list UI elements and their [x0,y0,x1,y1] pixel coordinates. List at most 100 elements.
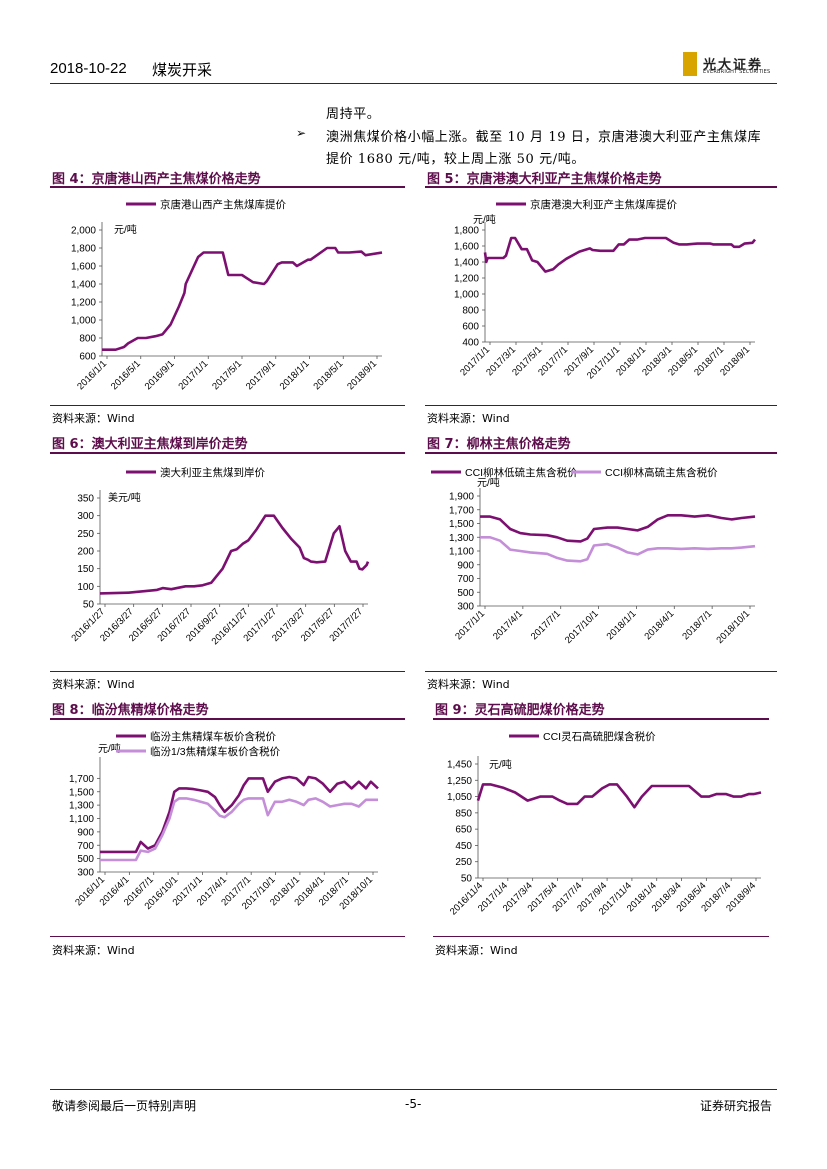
figure-4-bottom-rule [50,405,405,406]
figure-6-bottom-rule [50,671,405,672]
y-tick-label: 1,800 [454,226,479,237]
x-tick-label: 2017/10/1 [563,608,601,646]
chart-figure-4: 600 800 1,000 1,200 1,400 1,600 1,800 2,000 元/吨 2… [71,198,383,392]
chart-figure-7: 300 500 700 900 1,100 1,300 1,500 1,700 1,900元/吨… [431,466,756,646]
x-tick-label: 2018/9/1 [345,358,379,392]
y-tick-label: 200 [77,547,94,558]
y-tick-label: 1,200 [71,298,96,309]
figure-6-source: 资料来源：Wind [52,678,135,691]
figure-5-title: 图 5：京唐港澳大利亚产主焦煤价格走势 [427,172,662,187]
y-tick-label: 1,000 [454,290,479,301]
y-tick-label: 900 [457,560,474,571]
chart-figure-5: 4006008001,0001,2001,4001,6001,800元/吨201… [454,198,757,382]
x-tick-label: 2017/1/1 [453,608,487,642]
figure-8-bottom-rule [50,936,405,937]
header-divider [50,83,777,84]
y-tick-label: 1,300 [449,533,474,544]
y-unit-label: 元/吨 [489,758,512,771]
figure-8-source: 资料来源：Wind [52,944,135,957]
series-line [483,236,757,273]
y-unit-label: 元/吨 [114,223,137,236]
y-unit-label: 元/吨 [477,476,500,489]
figure-6-title: 图 6：澳大利亚主焦煤到岸价走势 [52,437,248,452]
header-sector: 煤炭开采 [152,61,213,79]
figure-9-title: 图 9：灵石高硫肥煤价格走势 [435,703,605,718]
text-line-3: 提价 1680 元/吨，较上周上涨 50 元/吨。 [326,152,585,167]
y-tick-label: 1,300 [69,801,94,812]
legend-label: 临汾1/3焦精煤车板价含税价 [150,745,281,758]
y-tick-label: 800 [79,334,96,345]
y-tick-label: 250 [455,857,472,868]
x-tick-label: 2018/1/1 [605,608,639,642]
series-line [476,783,762,809]
legend-label: 临汾主焦精煤车板价含税价 [150,730,276,743]
y-tick-label: 1,600 [71,262,96,273]
logo-mark-icon [683,52,697,76]
y-tick-label: 50 [461,874,473,885]
y-tick-label: 700 [457,574,474,585]
y-tick-label: 1,400 [71,280,96,291]
y-tick-label: 300 [457,602,474,613]
y-tick-label: 450 [455,841,472,852]
y-tick-label: 900 [77,827,94,838]
x-tick-label: 2017/1/1 [176,358,210,392]
figure-5-rule [425,186,777,188]
y-tick-label: 500 [457,588,474,599]
figure-9-source: 资料来源：Wind [435,944,518,957]
x-tick-label: 2018/4/1 [642,608,676,642]
y-tick-label: 1,450 [447,760,472,771]
series-line [100,775,379,854]
x-tick-label: 2016/9/1 [143,358,177,392]
y-tick-label: 700 [77,841,94,852]
figure-5-bottom-rule [425,405,777,406]
figure-7-rule [425,452,777,454]
chart-figure-9: 50 250 450 650 850 1,050 1,250 1,450 元/吨 2016/11/… [447,730,762,918]
x-tick-label: 2018/7/1 [680,608,714,642]
legend-label: 京唐港山西产主焦煤库提价 [160,198,286,211]
footer-report-type: 证券研究报告 [700,1099,773,1113]
x-tick-label: 2017/7/1 [529,608,563,642]
x-tick-label: 2016/1/1 [75,358,109,392]
y-tick-label: 350 [77,494,94,505]
figure-9-bottom-rule [433,936,769,937]
y-tick-label: 2,000 [71,226,96,237]
y-tick-label: 150 [77,564,94,575]
y-tick-label: 1,100 [449,547,474,558]
y-tick-label: 1,700 [69,774,94,785]
figure-7-bottom-rule [425,671,777,672]
figure-4-title: 图 4：京唐港山西产主焦煤价格走势 [52,172,261,187]
figure-5-source: 资料来源：Wind [427,412,510,425]
legend-label: CCI柳林低硫主焦含税价 [465,466,578,479]
x-tick-label: 2017/5/1 [210,358,244,392]
y-tick-label: 1,500 [449,519,474,530]
y-tick-label: 1,500 [69,787,94,798]
page-number: -5- [405,1097,422,1111]
y-tick-label: 300 [77,511,94,522]
text-line-2: 澳洲焦煤价格小幅上涨。截至 10 月 19 日，京唐港澳大利亚产主焦煤库 [326,130,762,145]
figure-8-rule [50,718,405,720]
figure-8-title: 图 8：临汾焦精煤价格走势 [52,703,209,718]
y-tick-label: 100 [77,582,94,593]
y-tick-label: 850 [455,808,472,819]
footer-divider [50,1089,777,1090]
y-unit-label: 元/吨 [98,742,121,755]
y-tick-label: 600 [462,322,479,333]
y-tick-label: 1,000 [71,316,96,327]
x-tick-label: 2017/4/1 [491,608,525,642]
bullet-arrow-icon: ➢ [296,126,307,140]
series-line [480,513,756,543]
footer-disclaimer: 敬请参阅最后一页特别声明 [52,1099,197,1113]
y-tick-label: 1,050 [447,792,472,803]
y-tick-label: 500 [77,854,94,865]
series-line [99,514,370,595]
y-tick-label: 600 [79,352,96,363]
y-unit-label: 美元/吨 [108,491,141,504]
y-tick-label: 1,600 [454,242,479,253]
y-tick-label: 650 [455,825,472,836]
figure-9-rule [433,718,769,720]
y-tick-label: 800 [462,306,479,317]
legend-label: 澳大利亚主焦煤到岸价 [160,466,265,479]
x-tick-label: 2018/10/1 [714,608,752,646]
figure-4-source: 资料来源：Wind [52,412,135,425]
